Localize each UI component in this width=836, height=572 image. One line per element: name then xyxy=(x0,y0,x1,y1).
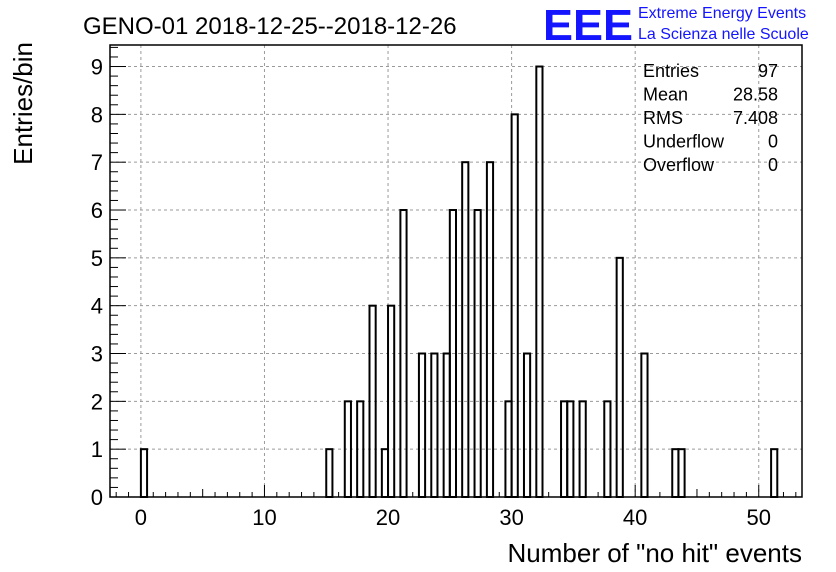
histogram-bar xyxy=(387,304,396,498)
stats-label: Underflow xyxy=(643,132,725,152)
histogram-bar xyxy=(485,161,495,498)
stats-box: Entries 97 Mean 28.58 RMS 7.408 Underflow 0 Over… xyxy=(643,61,778,175)
y-tick-label: 1 xyxy=(91,437,103,462)
histogram-bar xyxy=(356,400,365,498)
x-tick-label: 10 xyxy=(252,505,276,530)
histogram-bar xyxy=(343,400,352,498)
x-axis-label: Number of "no hit" events xyxy=(508,538,803,568)
histogram-bar xyxy=(430,352,439,498)
y-tick-label: 0 xyxy=(91,485,103,510)
y-tick-label: 5 xyxy=(91,246,103,271)
y-tick-label: 3 xyxy=(91,342,103,367)
stats-value: 0 xyxy=(768,155,778,175)
stats-value: 97 xyxy=(758,61,778,81)
histogram-bar xyxy=(461,161,470,498)
x-tick-label: 20 xyxy=(376,505,400,530)
chart-title: GENO-01 2018-12-25--2018-12-26 xyxy=(83,13,457,40)
x-tick-label: 50 xyxy=(747,505,771,530)
grid xyxy=(110,45,802,497)
y-tick-label: 8 xyxy=(91,102,103,127)
stats-value: 7.408 xyxy=(733,108,778,128)
histogram-bar xyxy=(535,65,544,499)
eee-logo-line1: Extreme Energy Events xyxy=(638,5,806,22)
y-tick-label: 9 xyxy=(91,55,103,80)
eee-logo: EEE Extreme Energy Events La Scienza nel… xyxy=(543,1,809,50)
stats-value: 0 xyxy=(768,132,778,152)
y-tick-label: 7 xyxy=(91,150,103,175)
histogram-bar xyxy=(566,400,575,498)
y-tick-label: 4 xyxy=(91,294,103,319)
x-tick-label: 30 xyxy=(499,505,523,530)
eee-logo-line2: La Scienza nelle Scuole xyxy=(638,26,809,43)
histogram-bar xyxy=(615,256,624,498)
histogram-bar xyxy=(368,304,377,498)
stats-label: RMS xyxy=(643,108,683,128)
x-tick-label: 0 xyxy=(135,505,147,530)
y-tick-labels: 0 1 2 3 4 5 6 7 8 9 xyxy=(91,55,103,510)
x-tick-label: 40 xyxy=(623,505,647,530)
y-axis-label: Entries/bin xyxy=(8,42,38,165)
histogram-bar xyxy=(399,209,408,498)
stats-label: Overflow xyxy=(643,155,715,175)
histogram-bar xyxy=(325,448,334,498)
stats-value: 28.58 xyxy=(733,85,778,105)
y-tick-label: 6 xyxy=(91,198,103,223)
y-tick-label: 2 xyxy=(91,389,103,414)
histogram-bar xyxy=(770,448,779,498)
stats-label: Entries xyxy=(643,61,699,81)
stats-label: Mean xyxy=(643,85,688,105)
axis-ticks xyxy=(110,46,797,498)
histogram-bar xyxy=(640,352,649,498)
histogram-bar xyxy=(417,352,427,498)
x-tick-labels: 0 10 20 30 40 50 xyxy=(135,505,771,530)
eee-logo-mark: EEE xyxy=(543,1,633,50)
histogram-bar xyxy=(677,448,686,498)
histogram-bar xyxy=(603,400,612,498)
plot-frame xyxy=(109,44,803,498)
histogram-bar xyxy=(522,352,532,498)
histogram-bar xyxy=(139,448,149,498)
histogram-bar xyxy=(578,400,587,498)
